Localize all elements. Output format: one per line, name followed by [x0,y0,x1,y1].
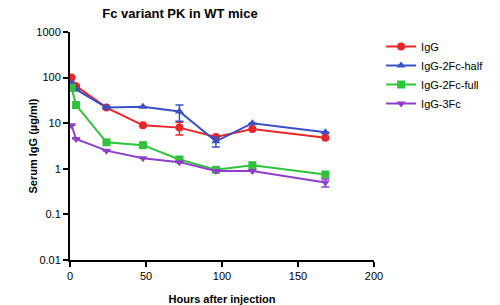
svg-text:IgG-2Fc-half: IgG-2Fc-half [421,60,483,72]
svg-text:100: 100 [42,71,60,83]
svg-text:0.01: 0.01 [39,254,60,266]
svg-text:1000: 1000 [36,26,60,38]
svg-text:150: 150 [289,270,307,282]
svg-text:10: 10 [49,117,61,129]
svg-text:0.1: 0.1 [46,208,61,220]
svg-text:200: 200 [365,270,383,282]
svg-text:100: 100 [213,270,231,282]
svg-text:1: 1 [55,163,61,175]
svg-text:50: 50 [140,270,152,282]
svg-text:IgG-2Fc-full: IgG-2Fc-full [421,79,478,91]
svg-text:IgG: IgG [421,41,439,53]
svg-text:Serum IgG (µg/ml): Serum IgG (µg/ml) [27,98,39,193]
svg-text:Fc variant PK in WT mice: Fc variant PK in WT mice [102,6,257,21]
svg-text:IgG-3Fc: IgG-3Fc [421,98,461,110]
svg-text:Hours after injection: Hours after injection [169,293,276,305]
svg-text:0: 0 [67,270,73,282]
